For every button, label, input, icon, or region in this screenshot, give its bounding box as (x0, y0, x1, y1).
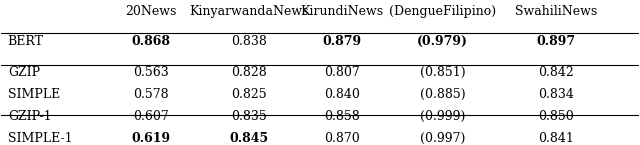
Text: 0.619: 0.619 (132, 132, 171, 145)
Text: GZIP-1: GZIP-1 (8, 110, 51, 123)
Text: (0.999): (0.999) (420, 110, 465, 123)
Text: 0.858: 0.858 (324, 110, 360, 123)
Text: 0.563: 0.563 (133, 66, 169, 79)
Text: 0.850: 0.850 (538, 110, 573, 123)
Text: KirundiNews: KirundiNews (301, 5, 384, 18)
Text: 0.834: 0.834 (538, 88, 573, 101)
Text: SIMPLE: SIMPLE (8, 88, 60, 101)
Text: SwahiliNews: SwahiliNews (515, 5, 597, 18)
Text: 20News: 20News (125, 5, 177, 18)
Text: 0.828: 0.828 (231, 66, 266, 79)
Text: SIMPLE-1: SIMPLE-1 (8, 132, 72, 145)
Text: (0.885): (0.885) (420, 88, 465, 101)
Text: (DengueFilipino): (DengueFilipino) (388, 5, 496, 18)
Text: 0.840: 0.840 (324, 88, 360, 101)
Text: 0.607: 0.607 (133, 110, 169, 123)
Text: (0.997): (0.997) (420, 132, 465, 145)
Text: BERT: BERT (8, 35, 44, 48)
Text: 0.841: 0.841 (538, 132, 573, 145)
Text: KinyarwandaNews: KinyarwandaNews (189, 5, 308, 18)
Text: 0.868: 0.868 (132, 35, 171, 48)
Text: 0.870: 0.870 (324, 132, 360, 145)
Text: (0.851): (0.851) (420, 66, 465, 79)
Text: (0.979): (0.979) (417, 35, 468, 48)
Text: 0.807: 0.807 (324, 66, 360, 79)
Text: 0.825: 0.825 (231, 88, 266, 101)
Text: 0.835: 0.835 (231, 110, 266, 123)
Text: 0.842: 0.842 (538, 66, 573, 79)
Text: 0.897: 0.897 (536, 35, 575, 48)
Text: 0.845: 0.845 (229, 132, 268, 145)
Text: GZIP: GZIP (8, 66, 40, 79)
Text: 0.578: 0.578 (133, 88, 169, 101)
Text: 0.838: 0.838 (230, 35, 267, 48)
Text: 0.879: 0.879 (323, 35, 362, 48)
